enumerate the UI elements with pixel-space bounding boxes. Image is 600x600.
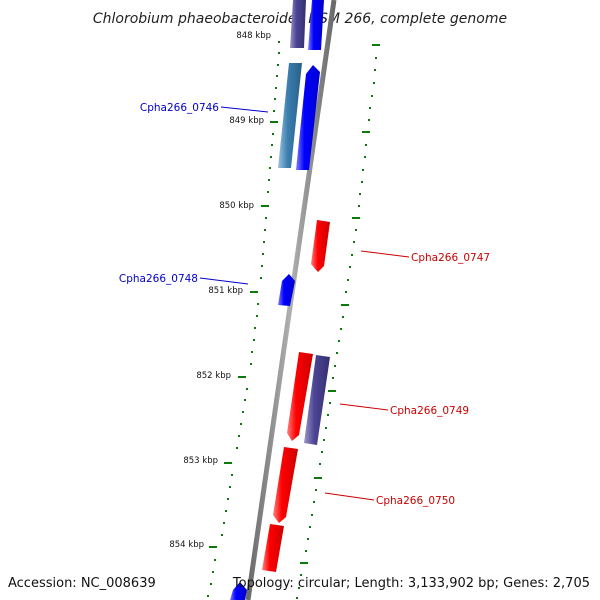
gene-reverse-0750[interactable] <box>273 447 298 523</box>
gene-label-0750[interactable]: Cpha266_0750 <box>376 495 455 507</box>
gene-reverse-0749[interactable] <box>287 352 313 441</box>
accession-text: Accession: NC_008639 <box>8 576 156 591</box>
gene-forward-top[interactable] <box>308 0 324 50</box>
inner-tick-ring <box>207 41 280 597</box>
genome-summary-text: Topology: circular; Length: 3,133,902 bp… <box>232 576 590 591</box>
gene-callouts: Cpha266_0746 Cpha266_0747 Cpha266_0748 C… <box>119 102 490 507</box>
gene-reverse-bottom[interactable] <box>262 524 284 572</box>
feature-steel-0746[interactable] <box>278 63 302 168</box>
kbp-label-848: 848 kbp <box>236 31 271 41</box>
gene-label-0746[interactable]: Cpha266_0746 <box>140 102 219 114</box>
kbp-label-853: 853 kbp <box>183 456 218 466</box>
gene-reverse-0747[interactable] <box>311 220 330 272</box>
kbp-label-851: 851 kbp <box>208 286 243 296</box>
callout-line-0748 <box>199 277 249 285</box>
kbp-label-852: 852 kbp <box>196 371 231 381</box>
gene-label-0749[interactable]: Cpha266_0749 <box>390 405 469 417</box>
gene-forward-bottom[interactable] <box>230 582 247 600</box>
callout-line-0746 <box>220 106 269 113</box>
callout-line-0747 <box>360 250 410 258</box>
gene-label-0747[interactable]: Cpha266_0747 <box>411 252 490 264</box>
callout-line-0749 <box>339 403 389 411</box>
kbp-label-850: 850 kbp <box>219 201 254 211</box>
kbp-label-849: 849 kbp <box>229 116 264 126</box>
callout-line-0750 <box>324 492 375 501</box>
gene-forward-0748[interactable] <box>278 274 295 306</box>
outer-tick-ring <box>296 44 380 599</box>
feature-purple-top[interactable] <box>290 0 306 48</box>
gene-features <box>230 0 330 600</box>
kbp-scale-labels: 848 kbp 849 kbp 850 kbp 851 kbp 852 kbp … <box>169 31 271 550</box>
gene-label-0748[interactable]: Cpha266_0748 <box>119 273 198 285</box>
feature-purple-0749[interactable] <box>304 355 330 445</box>
kbp-label-854: 854 kbp <box>169 540 204 550</box>
gene-forward-0746[interactable] <box>296 65 320 170</box>
